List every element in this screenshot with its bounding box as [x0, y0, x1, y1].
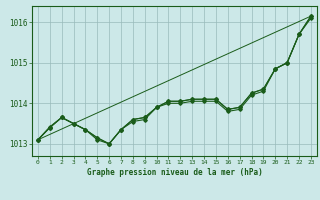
X-axis label: Graphe pression niveau de la mer (hPa): Graphe pression niveau de la mer (hPa) — [86, 168, 262, 177]
